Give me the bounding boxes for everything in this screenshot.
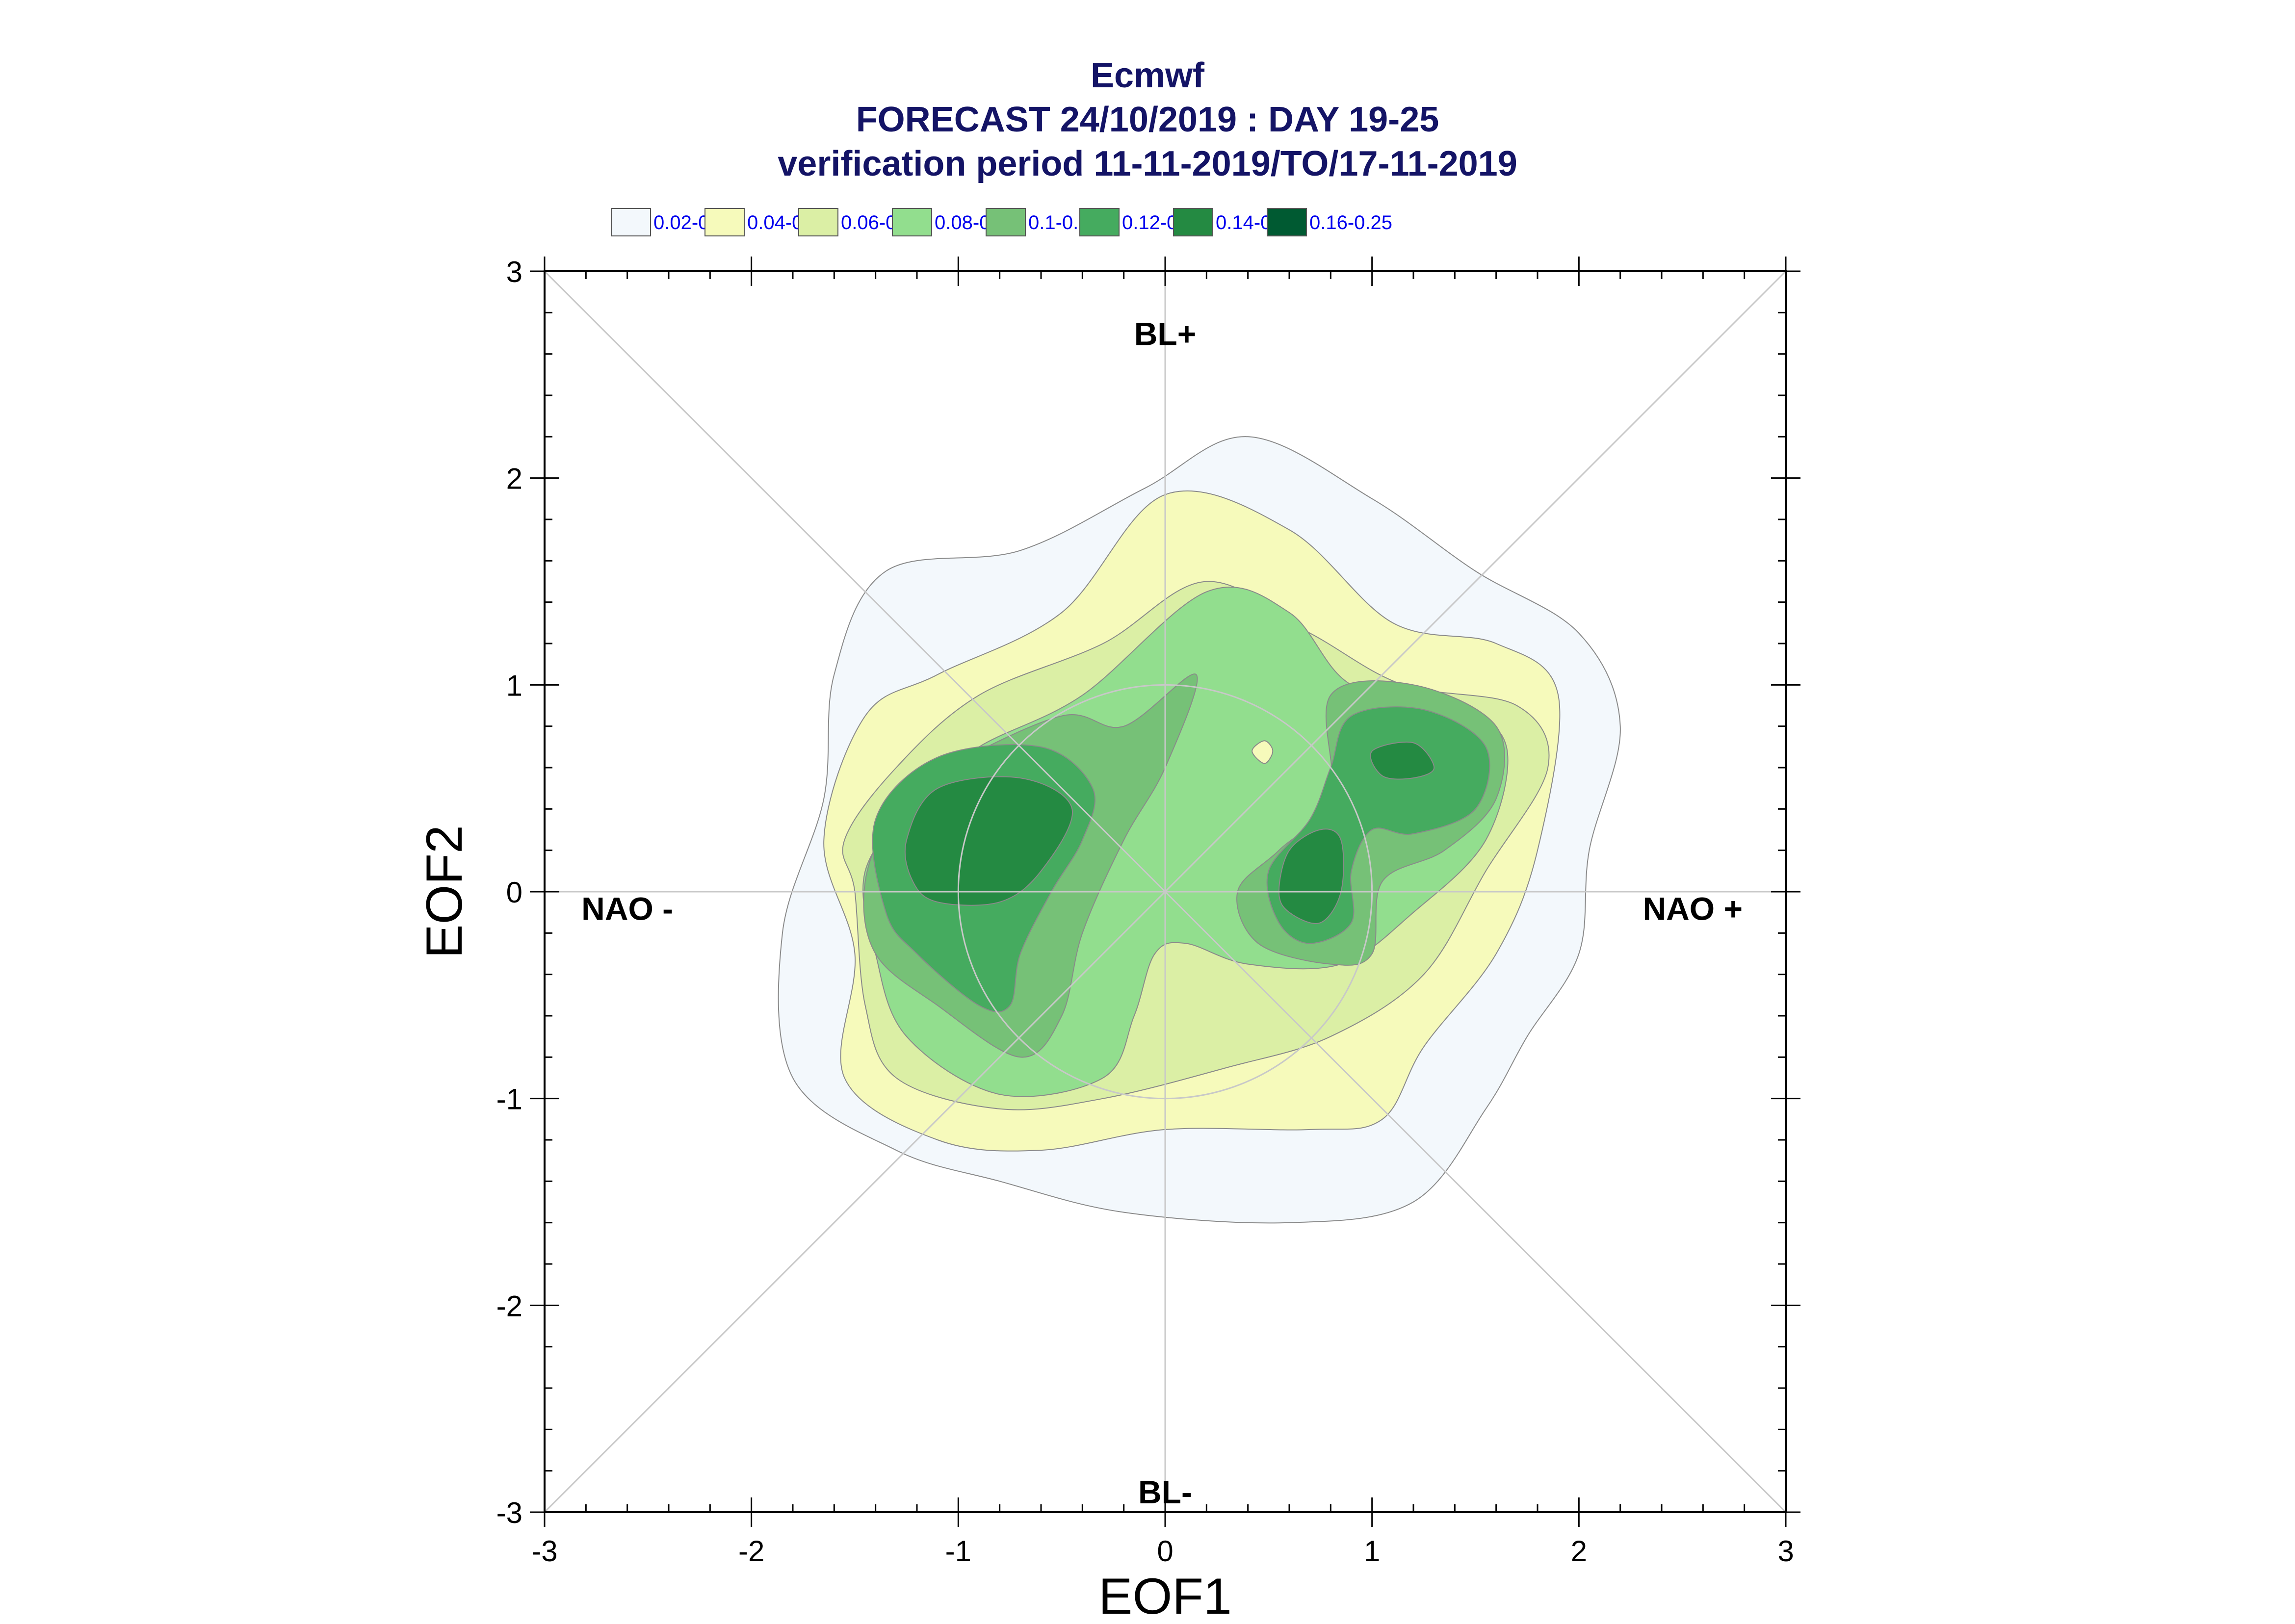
y-tick-label: -3	[496, 1496, 522, 1529]
x-axis-title: EOF1	[1098, 1568, 1232, 1624]
diagonal-line	[544, 270, 1787, 1513]
density-region-level-6	[904, 776, 1073, 906]
y-tick-label: 3	[506, 256, 522, 288]
y-tick-label: 0	[506, 876, 522, 909]
density-regions	[778, 436, 1621, 1224]
x-tick-label: -3	[531, 1535, 557, 1568]
chart-title-line-1: Ecmwf	[1090, 56, 1205, 95]
legend-label: 0.16-0.25	[1309, 212, 1392, 233]
chart-title-line-3: verification period 11-11-2019/TO/17-11-…	[778, 144, 1517, 183]
x-tick-label: 1	[1364, 1535, 1380, 1568]
legend-swatch	[892, 208, 932, 236]
x-tick-label: 0	[1157, 1535, 1173, 1568]
regime-label: NAO -	[581, 891, 673, 927]
legend: 0.02-0.04 0.04-0.06 0.06-0.08 0.08-0.1 0.1-0…	[611, 208, 1392, 236]
legend-swatch	[1267, 208, 1307, 236]
axis-ticks: -3 -2 -1 0 1 2 3 -3 -2 -1 0 1 2 3	[496, 256, 1800, 1568]
y-tick-label: 1	[506, 669, 522, 702]
regime-label: BL-	[1138, 1474, 1192, 1510]
regime-labels: BL+ BL- NAO - NAO +	[581, 316, 1743, 1510]
density-region-level-1	[1252, 740, 1274, 764]
legend-swatch	[1173, 208, 1213, 236]
y-tick-label: 2	[506, 463, 522, 495]
regime-label: BL+	[1134, 316, 1197, 352]
y-tick-label: -2	[496, 1289, 522, 1322]
legend-swatch	[1079, 208, 1120, 236]
x-tick-label: 3	[1777, 1535, 1794, 1568]
x-tick-label: 2	[1571, 1535, 1587, 1568]
y-axis-title: EOF2	[416, 825, 473, 958]
y-tick-label: -1	[496, 1083, 522, 1116]
reference-circle	[957, 684, 1373, 1100]
x-tick-label: -1	[945, 1535, 971, 1568]
legend-swatch	[798, 208, 838, 236]
chart-title-line-2: FORECAST 24/10/2019 : DAY 19-25	[856, 100, 1439, 139]
density-region-level-6	[1370, 741, 1435, 780]
regime-label: NAO +	[1643, 891, 1743, 927]
legend-swatch	[611, 208, 651, 236]
guide-lines	[544, 270, 1787, 1513]
legend-swatch	[704, 208, 745, 236]
legend-swatch	[986, 208, 1026, 236]
x-tick-label: -2	[738, 1535, 764, 1568]
